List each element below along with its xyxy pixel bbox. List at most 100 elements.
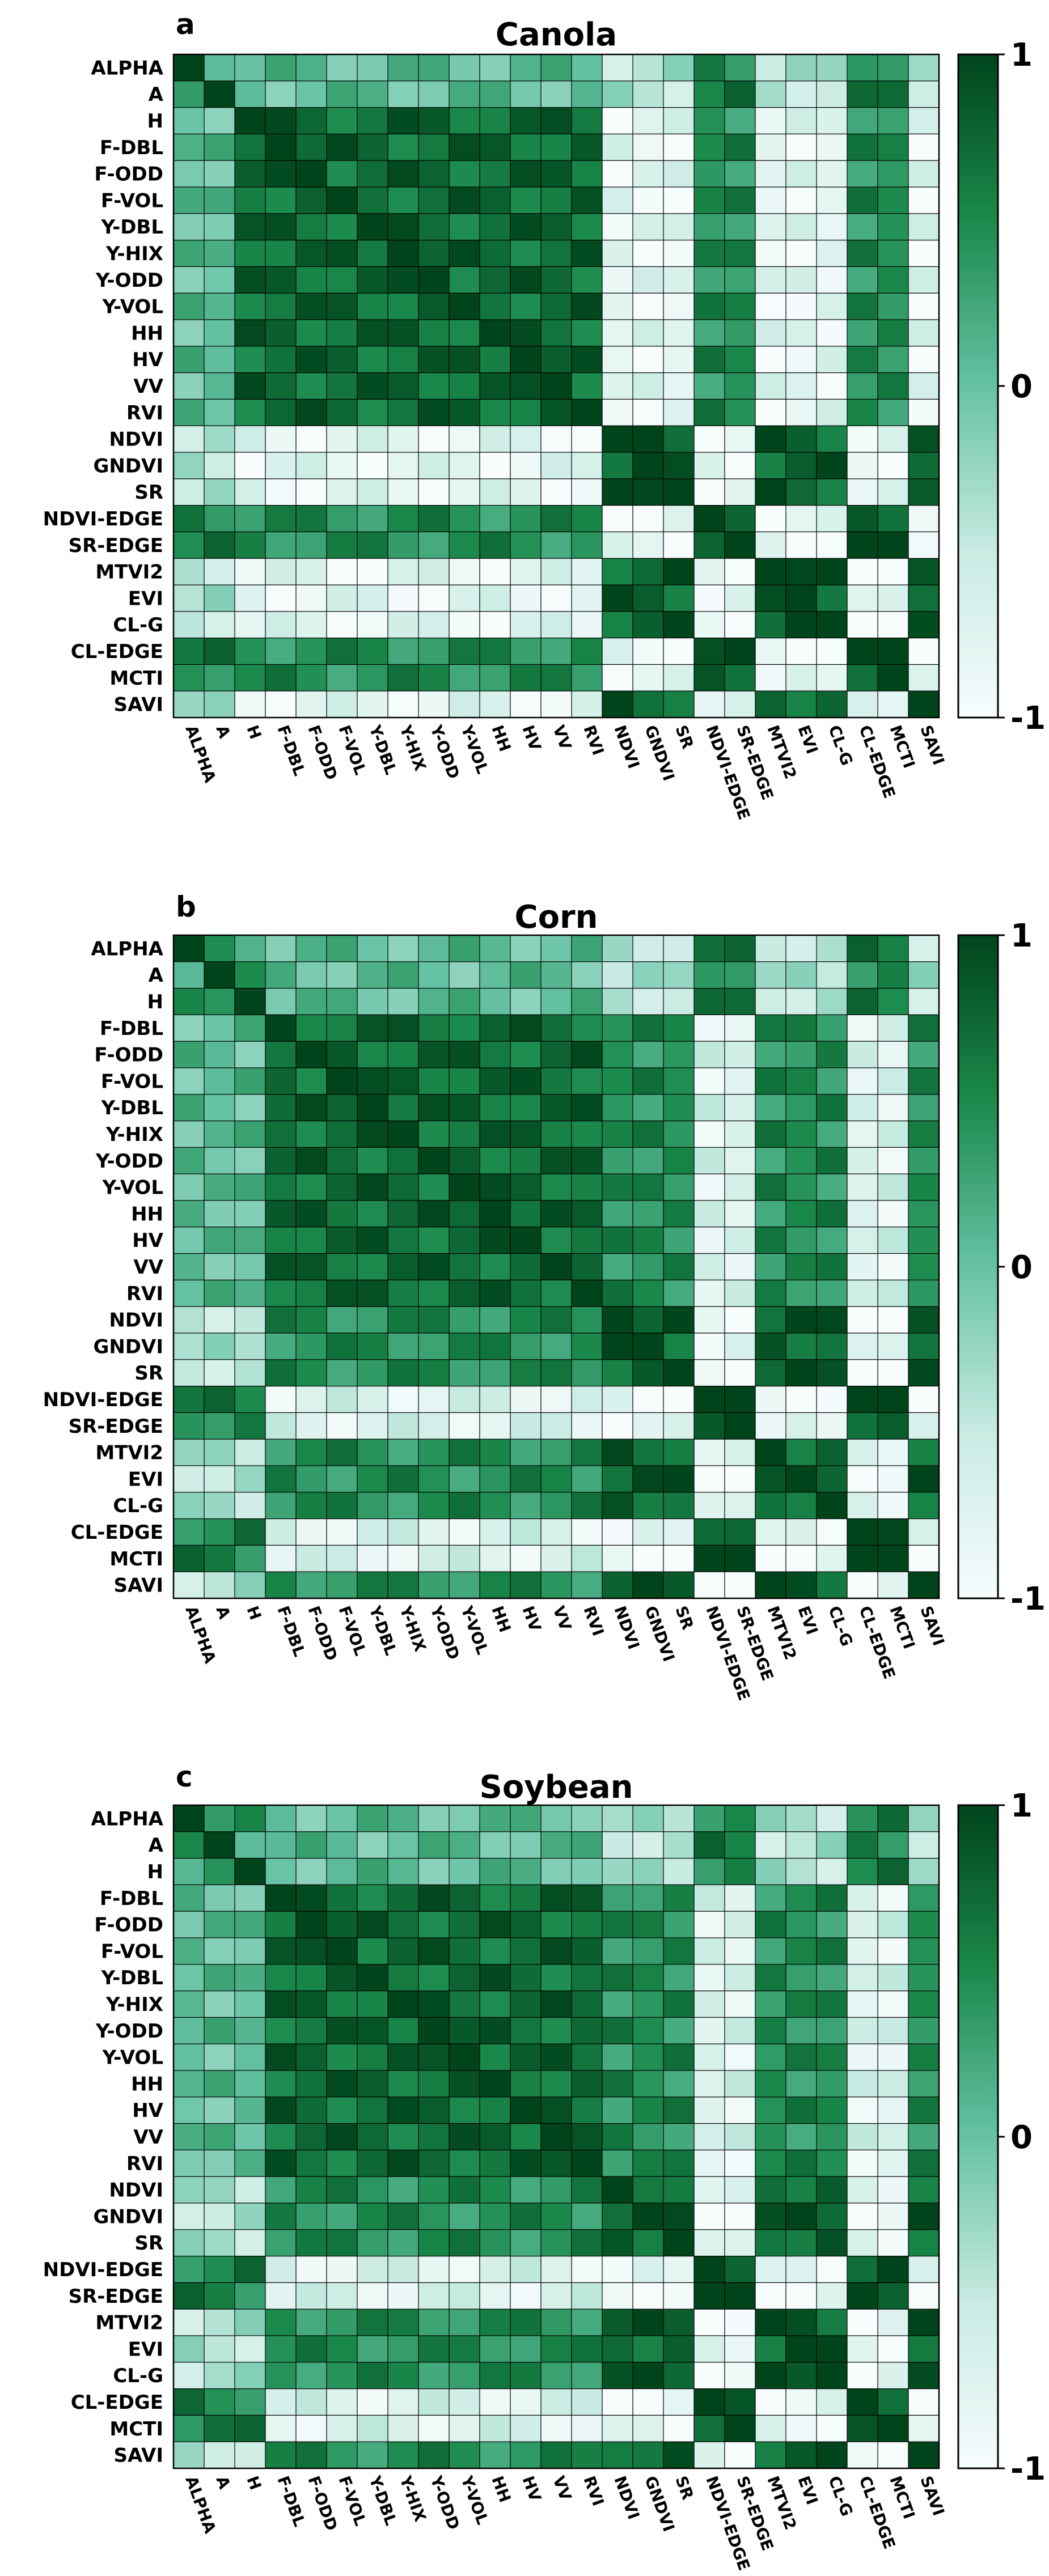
heatmap-cell <box>847 1067 878 1095</box>
heatmap-cell <box>449 1200 480 1228</box>
heatmap-cell <box>418 2229 450 2257</box>
heatmap-cell <box>663 1805 695 1832</box>
heatmap-cell <box>632 398 664 427</box>
heatmap-cell <box>847 2229 878 2257</box>
heatmap-cell <box>724 2043 756 2071</box>
heatmap-cell <box>418 2043 450 2071</box>
heatmap-cell <box>540 1173 572 1201</box>
heatmap-cell <box>357 558 388 585</box>
heatmap-cell <box>632 961 664 989</box>
heatmap-cell <box>326 1884 358 1912</box>
heatmap-cell <box>663 1200 695 1228</box>
heatmap-cell <box>877 1279 909 1308</box>
heatmap-cell <box>387 346 419 374</box>
heatmap-cell <box>510 1805 542 1832</box>
heatmap-cell <box>357 186 388 214</box>
heatmap-cell <box>877 1571 909 1599</box>
heatmap-cell <box>204 2176 235 2204</box>
heatmap-cell <box>755 1884 786 1912</box>
heatmap-cell <box>387 2097 419 2124</box>
heatmap-cell <box>571 452 603 479</box>
heatmap-cell <box>449 372 480 400</box>
heatmap-cell <box>173 504 205 533</box>
heatmap-cell <box>693 398 725 427</box>
heatmap-cell <box>663 1465 695 1493</box>
heatmap-cell <box>387 504 419 533</box>
heatmap-cell <box>479 1412 511 1440</box>
x-tick-label: RVI <box>580 2473 607 2509</box>
heatmap-cell <box>816 1465 848 1493</box>
heatmap-cell <box>571 1279 603 1308</box>
heatmap-cell <box>295 54 327 82</box>
heatmap-cell <box>540 1937 572 1965</box>
heatmap-cell <box>571 1911 603 1938</box>
heatmap-cell <box>510 107 542 135</box>
heatmap-cell <box>877 1014 909 1042</box>
heatmap-cell <box>479 690 511 718</box>
heatmap-cell <box>632 1571 664 1599</box>
heatmap-cell <box>847 240 878 268</box>
heatmap-cell <box>663 2335 695 2363</box>
y-tick-label: NDVI <box>109 428 163 451</box>
heatmap-cell <box>387 1041 419 1068</box>
y-tick-label: HH <box>131 2073 163 2095</box>
heatmap-cell <box>173 1544 205 1573</box>
heatmap-cell <box>540 1964 572 1992</box>
heatmap-cell <box>387 2043 419 2071</box>
heatmap-cell <box>510 1359 542 1387</box>
heatmap-cell <box>418 1884 450 1912</box>
x-tick-label: Y-ODD <box>426 722 463 781</box>
heatmap-cell <box>510 1279 542 1308</box>
heatmap-cell <box>357 1544 388 1573</box>
heatmap-cell <box>295 2017 327 2045</box>
heatmap-cell <box>908 1067 940 1095</box>
heatmap-cell <box>173 2229 205 2257</box>
heatmap-cell <box>204 1412 235 1440</box>
heatmap-cell <box>479 478 511 506</box>
heatmap-cell <box>602 558 633 585</box>
heatmap-cell <box>540 1332 572 1360</box>
heatmap-cell <box>357 584 388 612</box>
heatmap-cell <box>479 54 511 82</box>
heatmap-cell <box>326 2149 358 2178</box>
heatmap-cell <box>479 1991 511 2018</box>
heatmap-cell <box>785 1386 817 1414</box>
x-tick-label: VV <box>549 723 575 752</box>
heatmap-cell <box>877 1094 909 1122</box>
heatmap-cell <box>877 1412 909 1440</box>
heatmap-cell <box>602 80 633 108</box>
heatmap-cell <box>785 1571 817 1599</box>
heatmap-cell <box>265 1544 297 1573</box>
heatmap-cell <box>387 452 419 479</box>
heatmap-cell <box>755 1306 786 1334</box>
heatmap-cell <box>265 987 297 1016</box>
heatmap-cell <box>632 1227 664 1254</box>
heatmap-cell <box>816 531 848 559</box>
heatmap-cell <box>602 1147 633 1175</box>
heatmap-cell <box>877 2149 909 2178</box>
heatmap-cell <box>295 961 327 989</box>
heatmap-cell <box>785 1964 817 1992</box>
heatmap-cell <box>755 1147 786 1175</box>
heatmap-cell <box>204 1014 235 1042</box>
y-tick-label: SAVI <box>114 694 163 716</box>
heatmap-cell <box>265 2414 297 2443</box>
heatmap-cell <box>908 1227 940 1254</box>
heatmap-cell <box>816 2043 848 2071</box>
heatmap-cell <box>632 1120 664 1148</box>
heatmap-cell <box>479 160 511 188</box>
heatmap-cell <box>387 160 419 188</box>
y-tick-label: SR-EDGE <box>69 2285 163 2308</box>
x-tick-label: F-ODD <box>304 723 341 782</box>
heatmap-cell <box>204 1884 235 1912</box>
heatmap-cell <box>204 1173 235 1201</box>
heatmap-cell <box>785 637 817 665</box>
heatmap-cell <box>387 1884 419 1912</box>
heatmap-cell <box>173 1279 205 1308</box>
heatmap-cell <box>449 1412 480 1440</box>
heatmap-cell <box>724 1937 756 1965</box>
heatmap-cell <box>755 1227 786 1254</box>
heatmap-cell <box>724 1041 756 1068</box>
heatmap-cell <box>663 1386 695 1414</box>
heatmap-cell <box>357 2176 388 2204</box>
